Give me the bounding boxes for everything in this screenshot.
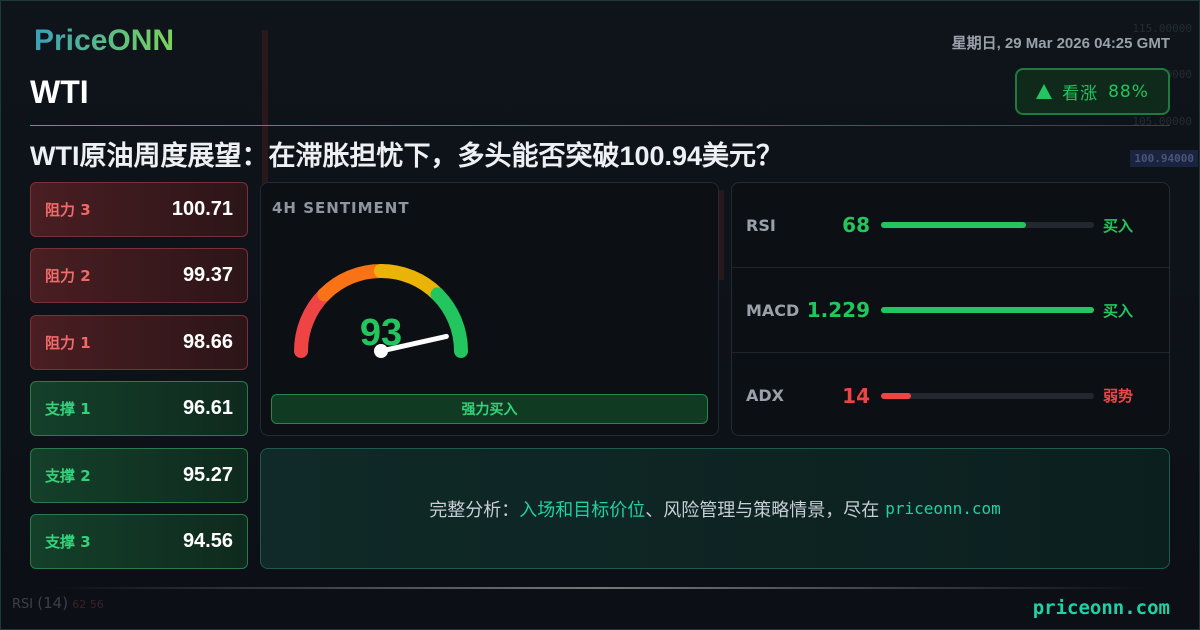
- gauge-segment: [374, 264, 445, 302]
- cta-prefix: 完整分析：: [429, 499, 520, 521]
- indicator-value: 68: [842, 213, 870, 237]
- level-value: 100.71: [171, 198, 233, 220]
- indicator-bar: [881, 222, 1094, 228]
- rsi-label: RSI: [12, 597, 34, 612]
- support-level: 支撑 3 94.56: [30, 514, 248, 569]
- level-label: 支撑 2: [45, 466, 91, 485]
- background-axis-label: 105.00000: [1132, 115, 1192, 128]
- indicator-bar-fill: [881, 307, 1094, 313]
- full-analysis-cta[interactable]: 完整分析： 入场和目标价位 、风险管理与策略情景，尽在 priceonn.com: [260, 448, 1170, 569]
- indicator-signal: 弱势: [1103, 387, 1134, 405]
- level-label: 支撑 1: [45, 400, 91, 419]
- arrow-up-icon: [1036, 84, 1053, 99]
- datetime: 星期日, 29 Mar 2026 04:25 GMT: [951, 35, 1170, 52]
- indicator-value: 1.229: [806, 298, 870, 322]
- cta-link[interactable]: priceonn.com: [885, 499, 1001, 518]
- indicator-value: 14: [842, 383, 870, 408]
- indicator-bar-fill: [881, 392, 911, 399]
- indicator-signal: 买入: [1103, 216, 1134, 235]
- logo: PriceONN: [34, 24, 175, 57]
- divider: [30, 125, 1170, 126]
- indicator-signal: 买入: [1103, 301, 1134, 320]
- background-candle: [718, 190, 724, 280]
- support-level: 支撑 1 96.61: [30, 381, 248, 437]
- background-price-tag: 100.94000: [1130, 150, 1198, 167]
- cta-rest: 、风险管理与策略情景，尽在: [645, 499, 880, 521]
- gauge-segment: [430, 287, 468, 358]
- sentiment-panel: 4H SENTIMENT 93 强力买入: [260, 182, 719, 436]
- symbol: WTI: [30, 74, 89, 110]
- sentiment-title: 4H SENTIMENT: [272, 199, 410, 217]
- indicator-name: MACD: [746, 300, 800, 320]
- rsi-values: 62 56: [72, 598, 104, 611]
- resistance-level: 阻力 1 98.66: [30, 314, 248, 370]
- badge-percent: 88%: [1108, 81, 1149, 102]
- resistance-level: 阻力 3 100.71: [30, 182, 248, 237]
- sentiment-gauge: 93: [294, 264, 468, 358]
- background-candle: [262, 30, 268, 190]
- level-value: 98.66: [182, 330, 233, 353]
- indicator-row-macd: MACD 1.229 买入: [732, 268, 1169, 353]
- level-label: 阻力 1: [45, 333, 91, 352]
- background-rsi-label: RSI (14) 62 56: [12, 594, 104, 612]
- sentiment-badge: 看涨 88%: [1015, 68, 1170, 115]
- badge-label: 看涨: [1062, 84, 1099, 104]
- support-level: 支撑 2 95.27: [30, 447, 248, 503]
- rsi-params: (14): [37, 594, 69, 612]
- indicator-row-adx: ADX 14 弱势: [732, 353, 1169, 438]
- level-value: 94.56: [182, 530, 233, 552]
- level-label: 支撑 3: [45, 533, 91, 551]
- indicator-bar: [881, 307, 1094, 313]
- level-value: 96.61: [182, 397, 233, 420]
- indicator-bar: [881, 392, 1094, 399]
- indicator-name: ADX: [746, 386, 784, 405]
- indicator-name: RSI: [746, 215, 776, 235]
- level-value: 99.37: [182, 264, 233, 287]
- cta-highlight: 入场和目标价位: [519, 499, 646, 521]
- level-label: 阻力 2: [45, 267, 91, 286]
- level-value: 95.27: [182, 463, 233, 486]
- indicator-bar-fill: [881, 222, 1026, 228]
- footer-url[interactable]: priceonn.com: [1032, 597, 1170, 619]
- level-label: 阻力 3: [45, 201, 91, 219]
- gauge-segment: [294, 287, 332, 358]
- page-title: WTI原油周度展望：在滞胀担忧下，多头能否突破100.94美元？: [30, 141, 784, 171]
- gauge-pivot: [374, 344, 388, 358]
- verdict-label: 强力买入: [271, 394, 708, 424]
- gauge-needle: [378, 333, 449, 354]
- background-axis-label: 115.00000: [1132, 22, 1192, 35]
- indicator-row-rsi: RSI 68 买入: [732, 183, 1169, 268]
- footer-divider: [55, 587, 1145, 589]
- resistance-level: 阻力 2 99.37: [30, 248, 248, 304]
- indicators-panel: RSI 68 买入 MACD 1.229 买入 ADX 14 弱势: [731, 182, 1170, 436]
- gauge-segment: [317, 264, 388, 302]
